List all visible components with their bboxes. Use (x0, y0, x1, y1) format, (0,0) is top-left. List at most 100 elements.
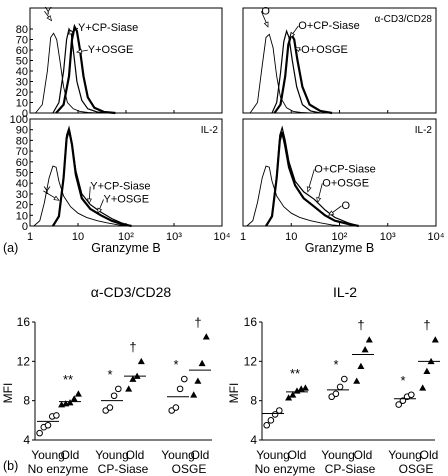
y-tick-label: 12 (17, 354, 31, 368)
group-label: CP-Siase (325, 462, 376, 476)
y-axis-label: MFI (1, 383, 15, 404)
y-tick-label: 50 (16, 168, 28, 180)
x-category-label: Young (321, 448, 355, 462)
data-point-young (53, 412, 60, 419)
y-tick-label: 16 (17, 315, 31, 329)
annotation-arrowhead (46, 15, 53, 22)
x-category-label: Young (161, 448, 195, 462)
data-point-old (137, 357, 145, 365)
annotation-label: O+OSGE (301, 44, 348, 56)
y-tick-label: 12 (244, 354, 258, 368)
x-category-label: Old (61, 448, 80, 462)
x-category-label: Young (31, 448, 65, 462)
series-line (249, 33, 311, 114)
y-tick-label: 10 (16, 210, 28, 222)
annotation-label: O+OSGE (322, 177, 369, 189)
data-point-old (353, 377, 361, 384)
x-tick-label: 10² (118, 231, 134, 243)
annotation-label: O (341, 200, 350, 212)
data-point-young (267, 417, 275, 424)
data-point-old (129, 375, 137, 382)
data-point-old (66, 399, 74, 406)
annotation-arrowhead (289, 31, 296, 39)
y-tick-label: 30 (16, 77, 28, 89)
series-line (246, 165, 344, 227)
series-line (33, 165, 130, 227)
y-tick-label: 0 (22, 221, 28, 233)
y-tick-label: 70 (16, 146, 28, 158)
x-tick-label: 10⁴ (214, 231, 231, 243)
annotation-arrowhead (67, 29, 74, 35)
y-tick-label: 60 (16, 45, 28, 57)
panel-letter: (a) (3, 241, 18, 255)
x-tick-label: 10² (332, 231, 348, 243)
x-tick-label: 10³ (380, 231, 396, 243)
group-label: No enzyme (255, 462, 316, 476)
annotation-label: Y (44, 5, 52, 17)
significance-marker: † (194, 315, 201, 330)
data-point-young (276, 407, 283, 414)
data-point-old (74, 390, 82, 397)
x-category-label: Young (95, 448, 129, 462)
significance-marker: * (400, 373, 405, 388)
annotation-arrowhead (328, 210, 335, 216)
chart-title: α-CD3/CD28 (91, 284, 172, 300)
data-point-old (301, 384, 309, 391)
y-tick-label: 16 (244, 315, 258, 329)
data-point-old (423, 367, 431, 374)
x-tick-label: 1 (240, 231, 246, 243)
data-point-old (70, 395, 78, 402)
x-tick-label: 10³ (166, 231, 182, 243)
y-tick-label: 90 (16, 125, 28, 137)
data-point-young (44, 421, 52, 429)
x-category-label: Old (420, 448, 439, 462)
group-label: No enzyme (28, 462, 89, 476)
panel-letter: (b) (3, 459, 18, 473)
annotation-label: O (261, 5, 270, 17)
stimulus-label: IL-2 (201, 125, 219, 136)
annotation-label: Y (43, 185, 51, 197)
data-point-old (365, 336, 373, 343)
histogram-panel-a-top-right: O O+CP-Siase O+OSGE α-CD3/CD28 (242, 5, 437, 115)
x-tick-label: 1 (27, 231, 33, 243)
annotation-arrowhead (86, 198, 92, 205)
series-line (55, 23, 116, 115)
scatter-panel-b-left: 4 8 12 16 α-CD3/CD28 MFI Young ** Old * Young † Old *… (1, 284, 212, 476)
data-point-young (172, 404, 180, 411)
y-tick-label: 50 (16, 56, 28, 68)
stimulus-label: α-CD3/CD28 (375, 14, 433, 25)
data-point-young (106, 404, 114, 411)
data-point-old (285, 394, 293, 401)
series-line (271, 29, 321, 114)
x-tick-label: 10 (285, 231, 297, 243)
group-label: OSGE (399, 462, 434, 476)
annotation-label: Y+CP-Siase (78, 22, 138, 34)
significance-marker: * (107, 367, 112, 382)
data-point-young (395, 401, 403, 408)
annotation-arrowhead (53, 195, 60, 201)
data-point-old (194, 377, 202, 384)
data-point-old (202, 333, 210, 340)
y-tick-label: 40 (16, 178, 28, 190)
series-line (273, 31, 333, 115)
y-tick-label: 20 (16, 200, 28, 212)
data-point-young (36, 429, 43, 437)
x-category-label: Old (191, 448, 210, 462)
data-point-young (181, 375, 188, 383)
data-point-young (110, 392, 118, 400)
x-axis-label: Granzyme B (91, 241, 160, 255)
y-tick-label: 40 (16, 66, 28, 78)
y-tick-label: 100 (10, 114, 28, 126)
annotation-label: Y+OSGE (104, 193, 150, 205)
x-tick-label: 10⁴ (428, 231, 445, 243)
x-category-label: Old (126, 448, 145, 462)
data-point-young (263, 421, 271, 429)
data-point-young (176, 385, 184, 393)
y-tick-label: 8 (250, 394, 257, 408)
y-tick-label: 0 (22, 108, 28, 120)
significance-marker: * (173, 357, 178, 372)
significance-marker: † (129, 339, 136, 354)
